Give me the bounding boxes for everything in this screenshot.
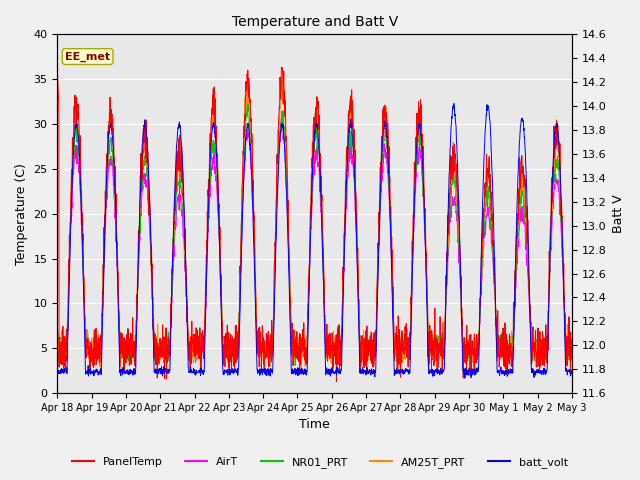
Y-axis label: Temperature (C): Temperature (C): [15, 163, 28, 264]
Title: Temperature and Batt V: Temperature and Batt V: [232, 15, 397, 29]
Text: EE_met: EE_met: [65, 51, 110, 62]
Legend: PanelTemp, AirT, NR01_PRT, AM25T_PRT, batt_volt: PanelTemp, AirT, NR01_PRT, AM25T_PRT, ba…: [68, 452, 572, 472]
Y-axis label: Batt V: Batt V: [612, 194, 625, 233]
X-axis label: Time: Time: [300, 419, 330, 432]
